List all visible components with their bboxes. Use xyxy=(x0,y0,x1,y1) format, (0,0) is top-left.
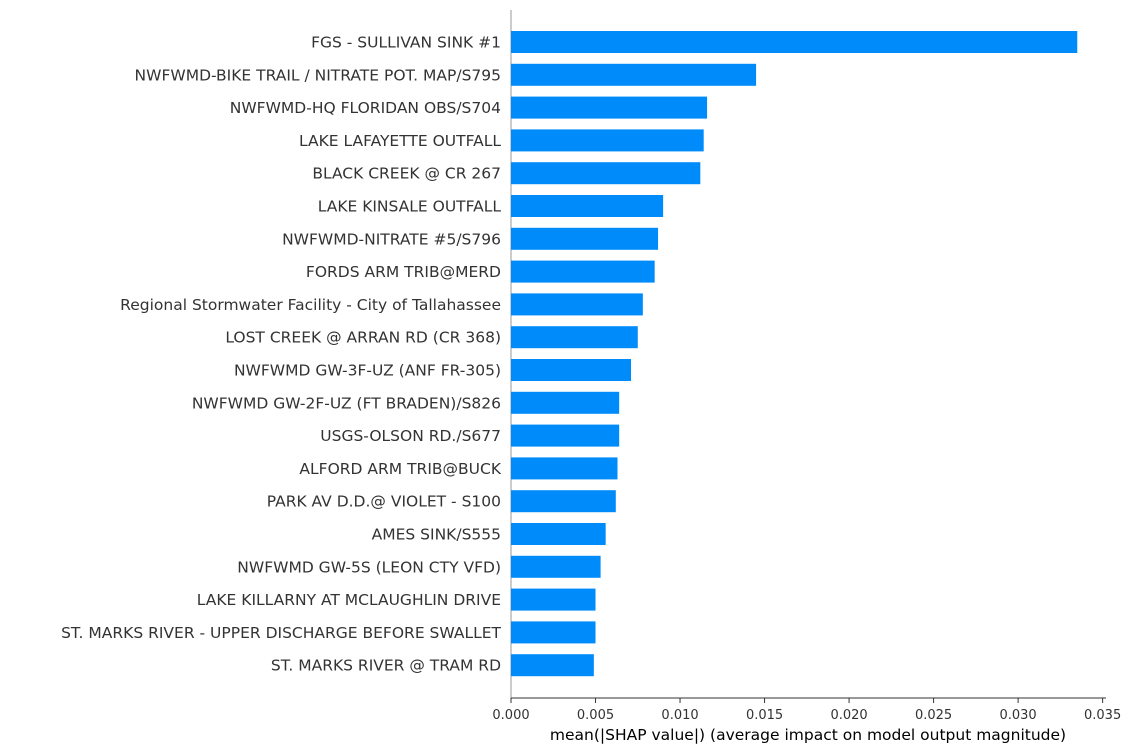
bar xyxy=(511,391,620,414)
bar xyxy=(511,359,632,381)
x-tick-label: 0.000 xyxy=(492,708,529,723)
category-label: ALFORD ARM TRIB@BUCK xyxy=(299,460,501,478)
bar xyxy=(511,555,601,578)
category-label: NWFWMD GW-5S (LEON CTY VFD) xyxy=(237,558,501,576)
x-tick-label: 0.005 xyxy=(577,708,614,723)
category-label: AMES SINK/S555 xyxy=(372,526,501,544)
x-axis-title: mean(|SHAP value|) (average impact on mo… xyxy=(550,726,1066,744)
x-ticks: 0.000 0.005 0.010 0.015 0.020 0.025 0.030 0.035 xyxy=(492,698,1121,723)
bar xyxy=(511,195,664,217)
x-tick-label: 0.015 xyxy=(746,708,783,723)
category-label: NWFWMD-HQ FLORIDAN OBS/S704 xyxy=(230,99,501,117)
bar xyxy=(511,490,616,513)
bar xyxy=(511,293,643,316)
x-tick-label: 0.010 xyxy=(661,708,698,723)
bars-group xyxy=(511,31,1078,677)
category-label: LAKE LAFAYETTE OUTFALL xyxy=(299,132,501,150)
bar xyxy=(511,31,1078,53)
category-label: NWFWMD GW-2F-UZ (FT BRADEN)/S826 xyxy=(192,394,501,412)
category-label: Regional Stormwater Facility - City of T… xyxy=(120,296,501,314)
category-label: USGS-OLSON RD./S677 xyxy=(320,427,501,445)
bar xyxy=(511,326,638,349)
category-labels: FGS - SULLIVAN SINK #1 NWFWMD-BIKE TRAIL … xyxy=(61,34,502,675)
x-tick-label: 0.035 xyxy=(1084,708,1121,723)
x-tick-label: 0.020 xyxy=(830,708,867,723)
category-label: FGS - SULLIVAN SINK #1 xyxy=(311,34,501,52)
category-label: LAKE KILLARNY AT MCLAUGHLIN DRIVE xyxy=(197,591,501,609)
category-label: BLACK CREEK @ CR 267 xyxy=(312,165,501,183)
x-tick-label: 0.025 xyxy=(915,708,952,723)
bar xyxy=(511,260,655,283)
bar xyxy=(511,654,594,677)
bar xyxy=(511,523,606,545)
category-label: FORDS ARM TRIB@MERD xyxy=(306,263,501,281)
bar xyxy=(511,63,757,86)
category-label: ST. MARKS RIVER @ TRAM RD xyxy=(271,657,501,675)
bar xyxy=(511,621,596,644)
bar xyxy=(511,424,620,447)
bar xyxy=(511,227,659,250)
bar xyxy=(511,129,704,152)
category-label: NWFWMD-NITRATE #5/S796 xyxy=(282,230,501,248)
category-label: LOST CREEK @ ARRAN RD (CR 368) xyxy=(225,329,501,347)
category-label: NWFWMD-BIKE TRAIL / NITRATE POT. MAP/S79… xyxy=(135,66,501,84)
bar xyxy=(511,457,618,480)
bar xyxy=(511,96,708,119)
bar xyxy=(511,162,701,185)
bar xyxy=(511,588,596,611)
category-label: PARK AV D.D.@ VIOLET - S100 xyxy=(267,493,501,511)
category-label: LAKE KINSALE OUTFALL xyxy=(318,198,502,216)
x-tick-label: 0.030 xyxy=(999,708,1036,723)
category-label: NWFWMD GW-3F-UZ (ANF FR-305) xyxy=(234,362,501,380)
category-label: ST. MARKS RIVER - UPPER DISCHARGE BEFORE… xyxy=(61,624,501,642)
